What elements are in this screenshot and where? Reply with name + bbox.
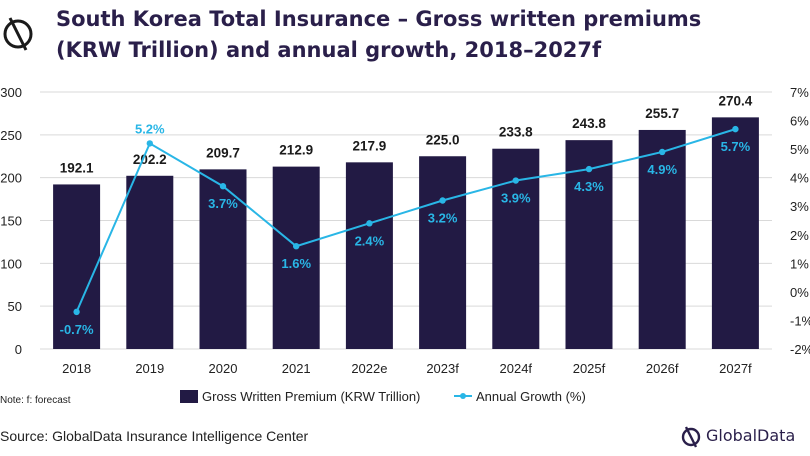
right-axis-tick-label: 4% bbox=[790, 171, 809, 186]
bar-value-label: 212.9 bbox=[279, 143, 313, 158]
bar-value-label: 202.2 bbox=[133, 152, 167, 167]
x-axis-tick-label: 2019 bbox=[135, 361, 164, 376]
bar-value-label: 217.9 bbox=[353, 138, 387, 153]
right-axis: -2% -1% 0% 1% 2% 3% 4% 5% 6% 7% bbox=[790, 85, 810, 357]
growth-value-label: 3.7% bbox=[208, 196, 238, 211]
growth-point bbox=[585, 165, 593, 173]
right-axis-tick-label: 3% bbox=[790, 199, 809, 214]
legend-marker-line bbox=[460, 393, 466, 399]
chart-title-line-1: South Korea Total Insurance – Gross writ… bbox=[56, 7, 702, 31]
growth-point bbox=[512, 177, 519, 184]
legend-swatch-bar bbox=[180, 390, 198, 403]
x-axis-tick-label: 2023f bbox=[426, 361, 459, 376]
bar-value-label: 243.8 bbox=[572, 116, 606, 131]
left-axis-tick-label: 300 bbox=[0, 85, 22, 100]
chart-area: 0 50 100 150 200 250 300 -2% -1% 0% 1% 2% 3% 4% 5% 6% 7… bbox=[0, 85, 810, 404]
growth-value-label: 4.3% bbox=[574, 179, 604, 194]
x-axis-tick-label: 2020 bbox=[209, 361, 238, 376]
left-axis-tick-label: 0 bbox=[15, 342, 22, 357]
bar bbox=[419, 156, 467, 349]
x-axis-tick-label: 2021 bbox=[282, 361, 311, 376]
bar-value-label: 270.4 bbox=[719, 93, 753, 108]
growth-value-label: 4.9% bbox=[647, 162, 677, 177]
bar-value-label: 209.7 bbox=[206, 145, 240, 160]
right-axis-tick-label: 5% bbox=[790, 142, 809, 157]
logo-wordmark: GlobalData bbox=[706, 426, 796, 445]
legend-label-line: Annual Growth (%) bbox=[476, 389, 586, 404]
bar-value-label: 225.0 bbox=[426, 132, 460, 147]
right-axis-tick-label: 6% bbox=[790, 114, 809, 129]
growth-value-label: -0.7% bbox=[60, 322, 94, 337]
globaldata-logo: GlobalData bbox=[680, 422, 810, 452]
globaldata-brand-icon bbox=[3, 17, 33, 51]
growth-point bbox=[439, 197, 446, 204]
bar-value-label: 255.7 bbox=[645, 106, 679, 121]
bar bbox=[565, 140, 613, 349]
right-axis-tick-label: 0% bbox=[790, 285, 809, 300]
right-axis-tick-label: 2% bbox=[790, 228, 809, 243]
growth-point bbox=[73, 308, 80, 316]
bar bbox=[638, 129, 686, 349]
bar bbox=[711, 117, 759, 349]
growth-point bbox=[293, 243, 300, 250]
x-axis-tick-label: 2025f bbox=[573, 361, 606, 376]
legend: Gross Written Premium (KRW Trillion) Annu… bbox=[180, 389, 586, 404]
bar bbox=[272, 166, 320, 349]
left-axis: 0 50 100 150 200 250 300 bbox=[0, 85, 22, 357]
bar-series: 192.1 202.2 209.7 212.9 217.9 225.0 233.8 243.8… bbox=[53, 93, 759, 349]
growth-point bbox=[146, 140, 153, 147]
left-axis-tick-label: 100 bbox=[0, 256, 22, 271]
left-axis-tick-label: 250 bbox=[0, 128, 22, 143]
chart-title-line-2: (KRW Trillion) and annual growth, 2018–2… bbox=[56, 38, 602, 62]
right-axis-tick-label: 1% bbox=[790, 256, 809, 271]
chart-title: South Korea Total Insurance – Gross writ… bbox=[56, 4, 776, 66]
x-axis-tick-label: 2022e bbox=[351, 361, 387, 376]
growth-line bbox=[75, 128, 736, 313]
line-series: -0.7% 5.2% 3.7% 1.6% 2.4% 3.2% 3.9% 4.3% 4.9% 5.7… bbox=[60, 121, 751, 336]
growth-value-label: 5.2% bbox=[135, 121, 165, 136]
x-axis-tick-label: 2024f bbox=[500, 361, 533, 376]
growth-point bbox=[659, 148, 666, 156]
growth-point bbox=[219, 183, 227, 190]
growth-value-label: 3.2% bbox=[428, 211, 458, 226]
growth-value-label: 2.4% bbox=[355, 233, 385, 248]
bar-value-label: 192.1 bbox=[60, 160, 94, 175]
x-axis-tick-label: 2027f bbox=[719, 361, 752, 376]
globaldata-logo-icon bbox=[681, 426, 701, 448]
bar bbox=[53, 184, 101, 349]
legend-label-bar: Gross Written Premium (KRW Trillion) bbox=[202, 389, 420, 404]
growth-value-label: 5.7% bbox=[721, 139, 751, 154]
right-axis-tick-label: -1% bbox=[790, 313, 810, 328]
left-axis-tick-label: 200 bbox=[0, 171, 22, 186]
left-axis-tick-label: 50 bbox=[8, 299, 22, 314]
right-axis-tick-label: -2% bbox=[790, 342, 810, 357]
x-axis-tick-label: 2018 bbox=[62, 361, 91, 376]
growth-value-label: 3.9% bbox=[501, 191, 531, 206]
bar bbox=[345, 162, 393, 349]
growth-value-label: 1.6% bbox=[281, 256, 311, 271]
source-text: Source: GlobalData Insurance Intelligenc… bbox=[0, 428, 309, 444]
growth-point bbox=[366, 220, 373, 227]
bar-value-label: 233.8 bbox=[499, 125, 533, 140]
x-axis: 2018 2019 2020 2021 2022e 2023f 2024f 2025f 2026… bbox=[62, 361, 752, 376]
right-axis-tick-label: 7% bbox=[790, 85, 809, 100]
bar bbox=[126, 175, 174, 349]
footnote: Note: f: forecast bbox=[0, 395, 71, 406]
left-axis-tick-label: 150 bbox=[0, 214, 22, 229]
growth-point bbox=[732, 125, 739, 133]
x-axis-tick-label: 2026f bbox=[646, 361, 679, 376]
